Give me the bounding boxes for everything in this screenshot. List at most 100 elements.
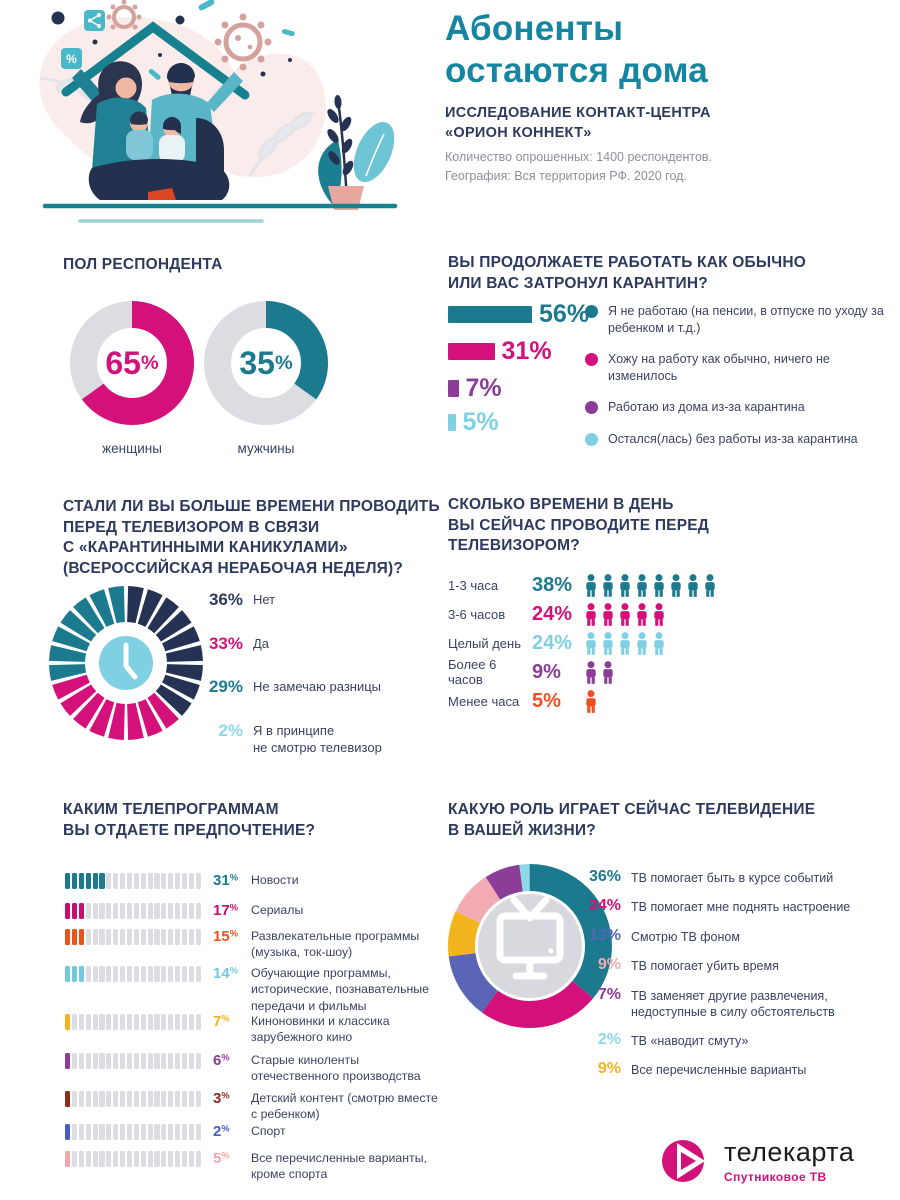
person-icon	[603, 573, 613, 597]
person-leg	[591, 705, 595, 713]
person-icon	[654, 573, 664, 597]
tv-time-section-title: СКОЛЬКО ВРЕМЕНИ В ДЕНЬ ВЫ СЕЙЧАС ПРОВОДИ…	[448, 496, 710, 555]
program-bar-segment	[92, 929, 98, 945]
program-bar-segment	[85, 873, 91, 889]
person-icon	[586, 660, 596, 684]
person-leg	[655, 647, 659, 655]
person-leg	[659, 589, 663, 597]
percent-value: 5	[462, 407, 477, 436]
percent-sign: %	[554, 574, 573, 596]
work-section-title: ВЫ ПРОДОЛЖАЕТЕ РАБОТАТЬ КАК ОБЫЧНО ИЛИ В…	[448, 254, 806, 292]
program-bar-segment	[65, 873, 71, 889]
telekarta-logo: телекарта Спутниковое ТВ	[655, 1133, 854, 1189]
program-bar-segment	[140, 1151, 146, 1167]
program-bar-segment	[181, 1091, 188, 1107]
person-leg	[710, 589, 714, 597]
percent-value: 2	[597, 1031, 607, 1049]
wheel-segment	[108, 586, 126, 624]
program-bar-segment	[99, 873, 105, 889]
program-label: Все перечисленные варианты, кроме спорта	[251, 1151, 427, 1182]
picto-row: 3-6 часов 24%	[448, 601, 666, 627]
person-torso	[654, 639, 664, 648]
percent-value: 7	[597, 985, 607, 1003]
program-bar-segment	[65, 966, 71, 982]
percent-value: 24	[532, 632, 555, 654]
program-bar-segment	[78, 1014, 84, 1030]
percent-value: 31	[501, 336, 530, 365]
program-bar-segment	[126, 966, 133, 982]
program-bar-segment	[71, 1151, 78, 1167]
family-home-illustration: %	[39, 0, 398, 223]
percent-value: 3	[213, 1090, 222, 1107]
percent-value: 38	[532, 574, 555, 596]
program-bar-segment	[85, 929, 91, 945]
program-bar-segment	[113, 1151, 119, 1167]
picto-icons	[584, 631, 666, 655]
tv-stand	[512, 960, 548, 980]
wheel-segment	[161, 626, 200, 652]
program-bar-segment	[188, 1091, 194, 1107]
program-bar-segment	[147, 1124, 153, 1140]
program-bar-segment	[161, 966, 167, 982]
person-head	[604, 602, 612, 610]
percent-sign: %	[227, 590, 243, 609]
wheel-segment	[49, 663, 87, 681]
legend-item: Остался(лась) без работы из-за карантина	[585, 431, 885, 448]
person-leg	[659, 618, 663, 626]
person-head	[587, 573, 595, 581]
role-legend-percent: 24%	[585, 897, 621, 915]
program-row: 17% Сериалы	[65, 902, 447, 920]
tv-role-section-title: КАКУЮ РОЛЬ ИГРАЕТ СЕЙЧАС ТЕЛЕВИДЕНИЕ В В…	[448, 801, 816, 839]
svg-text:%: %	[66, 52, 77, 66]
wheel-legend-label: Я в принципе не смотрю телевизор	[253, 722, 382, 755]
person-leg	[655, 618, 659, 626]
percent-value: 24	[532, 603, 555, 625]
program-bar	[65, 929, 207, 945]
percent-value: 2	[213, 1123, 222, 1140]
house-roof	[61, 21, 250, 100]
person-leg	[587, 647, 591, 655]
program-bar-segment	[78, 1053, 84, 1069]
work-bar-row: 7%	[448, 375, 502, 400]
legend-dot	[585, 432, 598, 446]
program-bar-segment	[154, 1053, 160, 1069]
wheel-segment	[147, 597, 179, 634]
program-bar-segment	[99, 1014, 105, 1030]
wheel-legend-percent: 36%	[207, 590, 243, 610]
program-bar-segment	[126, 1053, 133, 1069]
program-bar	[65, 1053, 207, 1069]
program-bar-segment	[147, 966, 153, 982]
program-bar-segment	[113, 1014, 119, 1030]
percent-sign: %	[479, 373, 502, 402]
work-bar	[448, 305, 532, 323]
person-torso	[688, 581, 698, 590]
picto-icons	[584, 689, 598, 713]
program-bar-segment	[99, 1091, 105, 1107]
person-torso	[620, 639, 630, 648]
percent-value: 6	[213, 1052, 222, 1069]
person-icon	[586, 602, 596, 626]
program-bar-segment	[99, 929, 105, 945]
percent-sign: %	[229, 902, 238, 913]
percent-value: 2	[218, 720, 228, 740]
work-bar-percent: 56%	[539, 301, 589, 327]
program-bar-segment	[99, 966, 105, 982]
program-bar-segment	[168, 903, 174, 919]
program-bar-segment	[106, 1091, 112, 1107]
program-bar-segment	[188, 1151, 194, 1167]
program-bar-segment	[71, 966, 78, 982]
program-bar-segment	[126, 1014, 133, 1030]
program-bar-segment	[65, 1014, 71, 1030]
wheel-segment	[108, 702, 126, 740]
program-percent: 17%	[213, 902, 250, 920]
person-head	[689, 573, 697, 581]
person-head	[587, 631, 595, 639]
person-leg	[638, 589, 642, 597]
person-leg	[604, 647, 608, 655]
percent-value: 14	[213, 965, 230, 982]
program-percent: 15%	[213, 928, 250, 946]
program-bar-segment	[175, 1014, 181, 1030]
program-bar-segment	[106, 1124, 112, 1140]
percent-value: 9	[597, 956, 607, 974]
